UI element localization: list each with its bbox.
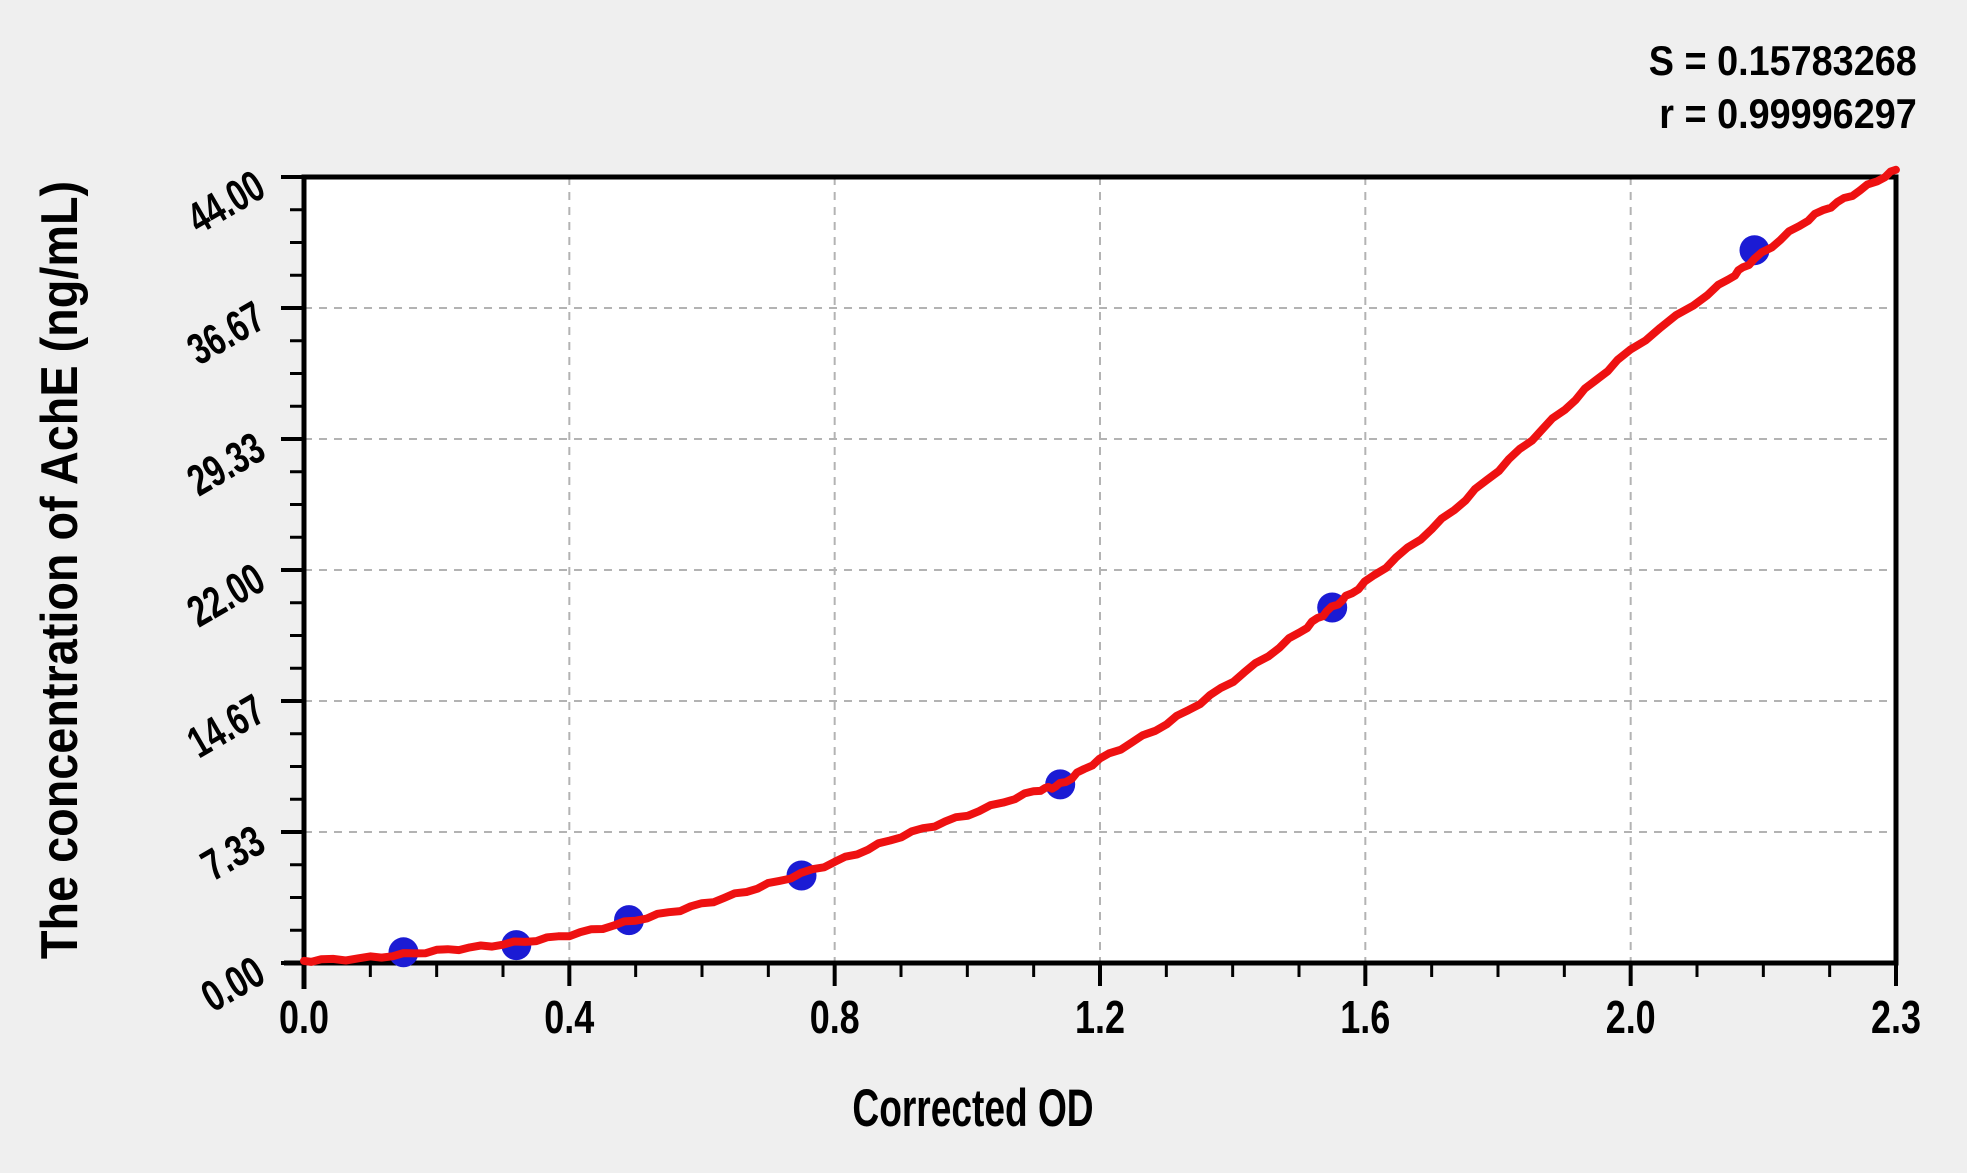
y-tick-label: 36.67 — [179, 292, 273, 374]
y-tick-label: 44.00 — [179, 161, 273, 243]
y-tick-label: 0.00 — [193, 947, 273, 1021]
y-tick-label: 14.67 — [179, 685, 273, 767]
x-axis-title: Corrected OD — [852, 1079, 1094, 1138]
y-axis-title: The concentration of AchE (ng/mL) — [31, 180, 89, 960]
x-tick-label: 1.2 — [1075, 991, 1125, 1043]
x-tick-label: 0.0 — [279, 991, 329, 1043]
fitted-curve — [300, 165, 1900, 966]
gridlines — [304, 177, 1896, 963]
y-tick-label: 29.33 — [179, 423, 273, 505]
x-tick-label: 0.8 — [810, 991, 860, 1043]
x-tick-label: 2.0 — [1606, 991, 1656, 1043]
x-tick-label: 2.3 — [1871, 991, 1921, 1043]
s-value: S = 0.15783268 — [1648, 37, 1917, 84]
r-value: r = 0.99996297 — [1659, 90, 1917, 137]
x-tick-label: 1.6 — [1340, 991, 1390, 1043]
plot-border — [301, 174, 1899, 966]
y-tick-label: 22.00 — [179, 554, 273, 636]
fit-statistics: S = 0.15783268 r = 0.99996297 — [1649, 34, 1917, 140]
x-tick-label: 0.4 — [544, 991, 594, 1043]
y-tick-label: 7.33 — [193, 816, 273, 890]
y-tick-labels: 0.00 7.33 14.67 22.00 29.33 36.67 44.00 — [179, 161, 273, 1021]
data-point — [1739, 235, 1770, 266]
x-tick-labels: 0.0 0.4 0.8 1.2 1.6 2.0 2.3 — [279, 991, 1921, 1043]
